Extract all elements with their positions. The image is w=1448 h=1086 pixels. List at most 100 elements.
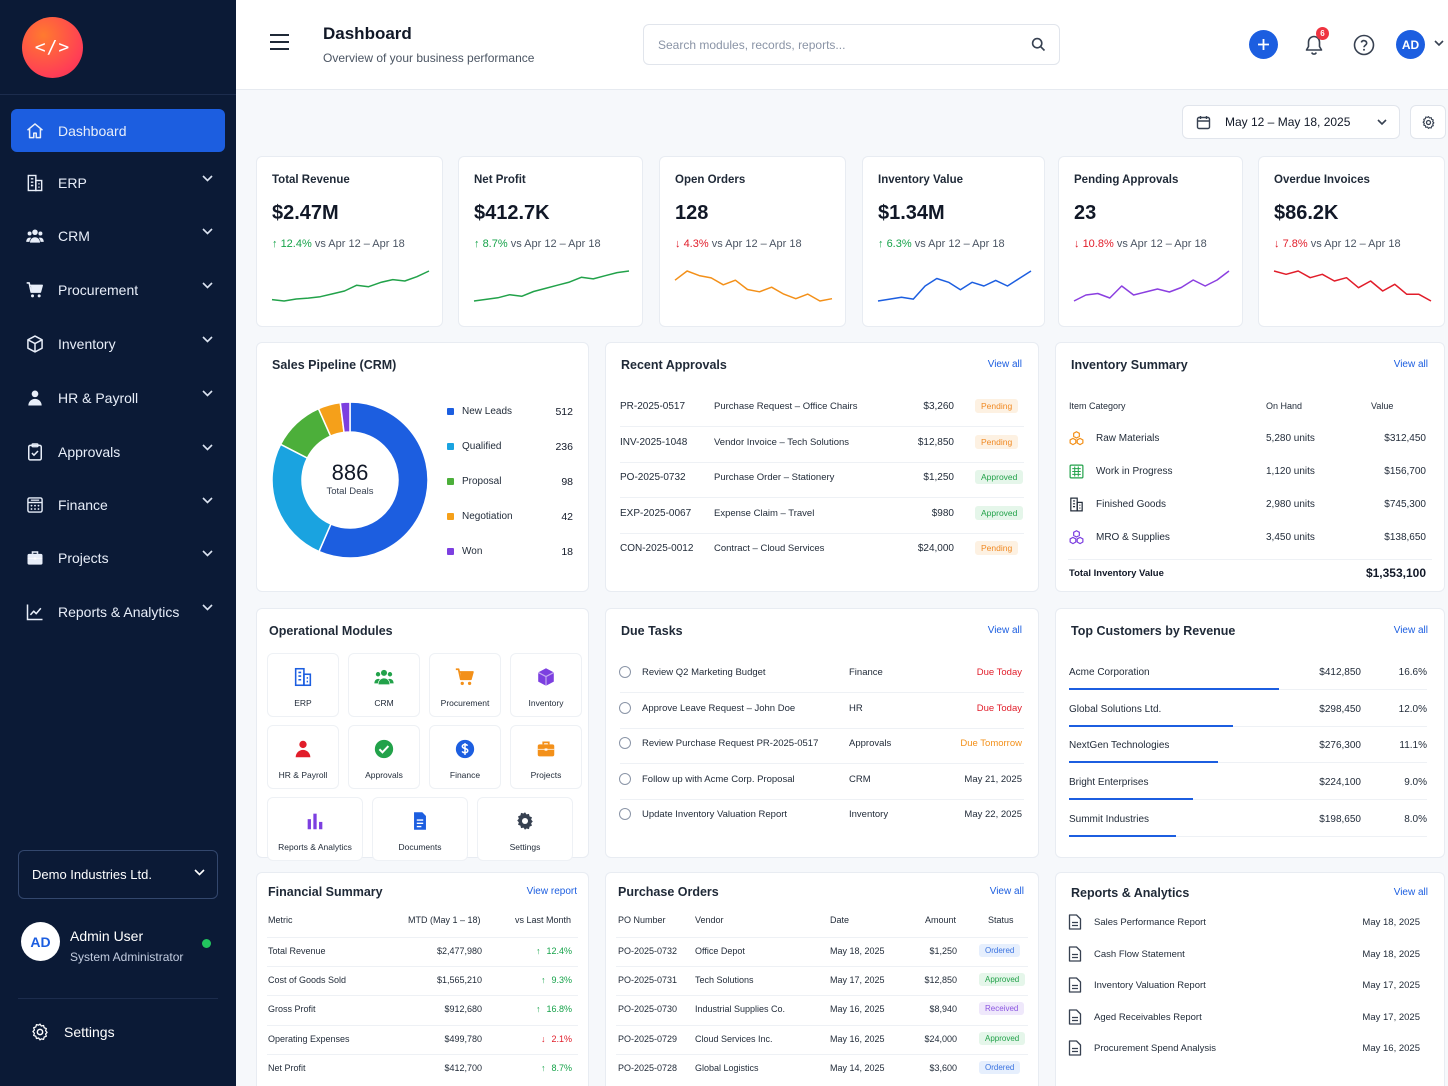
task-checkbox[interactable]	[619, 772, 631, 785]
donut-slice-won[interactable]	[339, 401, 351, 434]
task-row[interactable]: Follow up with Acme Corp. Proposal CRM M…	[606, 772, 1038, 794]
task-row[interactable]: Review Q2 Marketing Budget Finance Due T…	[606, 666, 1038, 687]
view-all-link[interactable]: View all	[987, 359, 1022, 370]
sidebar-item-dashboard[interactable]: Dashboard	[11, 109, 225, 152]
kpi-card[interactable]: Pending Approvals 23 ↓ 10.8% vs Apr 12 –…	[1058, 156, 1243, 327]
sidebar-item-label: Approvals	[58, 443, 121, 460]
view-report-link[interactable]: View report	[526, 886, 577, 897]
customer-row[interactable]: NextGen Technologies $276,300 11.1%	[1056, 740, 1444, 760]
nav-icon-wrap	[25, 173, 45, 193]
po-row[interactable]: PO-2025-0728 Global Logistics May 14, 20…	[606, 1060, 1038, 1079]
module-tile-documents[interactable]: Documents	[372, 797, 468, 861]
module-tile-reports-analytics[interactable]: Reports & Analytics	[267, 797, 363, 861]
module-tile-settings[interactable]: Settings	[477, 797, 573, 861]
task-checkbox[interactable]	[619, 701, 631, 714]
approval-row[interactable]: EXP-2025-0067 Expense Claim – Travel $98…	[606, 505, 1038, 528]
report-row[interactable]: Inventory Valuation Report May 17, 2025	[1056, 977, 1444, 998]
report-row[interactable]: Sales Performance Report May 18, 2025	[1056, 914, 1444, 935]
view-all-link[interactable]: View all	[1393, 625, 1428, 636]
date-range-picker[interactable]: May 12 – May 18, 2025	[1182, 105, 1400, 139]
document-icon	[1068, 945, 1082, 962]
task-row[interactable]: Update Inventory Valuation Report Invent…	[606, 808, 1038, 829]
sidebar-item-label: Projects	[58, 549, 109, 566]
view-all-link[interactable]: View all	[989, 886, 1024, 897]
chevron-down-icon[interactable]	[1434, 40, 1444, 47]
financial-row: Cost of Goods Sold $1,565,210 ↑ 9.3%	[257, 975, 588, 991]
view-all-link[interactable]: View all	[987, 625, 1022, 636]
kpi-card[interactable]: Open Orders 128 ↓ 4.3% vs Apr 12 – Apr 1…	[659, 156, 846, 327]
module-tile-procurement[interactable]: Procurement	[429, 653, 501, 717]
view-all-link[interactable]: View all	[1393, 359, 1428, 370]
task-row[interactable]: Review Purchase Request PR-2025-0517 App…	[606, 737, 1038, 758]
approval-row[interactable]: CON-2025-0012 Contract – Cloud Services …	[606, 541, 1038, 563]
po-number: PO-2025-0732	[618, 946, 678, 956]
po-row[interactable]: PO-2025-0729 Cloud Services Inc. May 16,…	[606, 1031, 1038, 1050]
inventory-row[interactable]: MRO & Supplies 3,450 units $138,650	[1056, 530, 1444, 552]
inventory-row[interactable]: Finished Goods 2,980 units $745,300	[1056, 497, 1444, 519]
kpi-card[interactable]: Total Revenue $2.47M ↑ 12.4% vs Apr 12 –…	[256, 156, 443, 327]
po-row[interactable]: PO-2025-0730 Industrial Supplies Co. May…	[606, 1002, 1038, 1020]
view-all-link[interactable]: View all	[1393, 887, 1428, 898]
po-date: May 18, 2025	[830, 946, 885, 956]
page-subtitle: Overview of your business performance	[323, 51, 535, 65]
app-logo[interactable]: </>	[22, 17, 83, 78]
approval-id: PO-2025-0732	[620, 472, 686, 484]
inventory-row[interactable]: Work in Progress 1,120 units $156,700	[1056, 464, 1444, 486]
help-icon[interactable]	[1353, 34, 1375, 56]
module-tile-projects[interactable]: Projects	[510, 725, 582, 789]
kpi-card[interactable]: Inventory Value $1.34M ↑ 6.3% vs Apr 12 …	[862, 156, 1045, 327]
total-inventory-label: Total Inventory Value	[1069, 568, 1164, 579]
dashboard-settings-button[interactable]	[1410, 105, 1446, 139]
module-tile-erp[interactable]: ERP	[267, 653, 339, 717]
report-row[interactable]: Procurement Spend Analysis May 16, 2025	[1056, 1040, 1444, 1061]
task-checkbox[interactable]	[619, 737, 631, 750]
divider	[267, 966, 578, 968]
sidebar-item-erp[interactable]: ERP	[11, 161, 225, 204]
customer-row[interactable]: Bright Enterprises $224,100 9.0%	[1056, 777, 1444, 797]
sidebar-item-finance[interactable]: Finance	[11, 483, 225, 526]
report-row[interactable]: Aged Receivables Report May 17, 2025	[1056, 1008, 1444, 1030]
approval-row[interactable]: PR-2025-0517 Purchase Request – Office C…	[606, 399, 1038, 421]
search-icon[interactable]	[1031, 37, 1046, 52]
approval-row[interactable]: PO-2025-0732 Purchase Order – Stationery…	[606, 470, 1038, 492]
module-tile-hr-payroll[interactable]: HR & Payroll	[267, 725, 339, 789]
report-date: May 18, 2025	[1362, 917, 1420, 928]
customer-row[interactable]: Acme Corporation $412,850 16.6%	[1056, 667, 1444, 687]
approval-row[interactable]: INV-2025-1048 Vendor Invoice – Tech Solu…	[606, 434, 1038, 457]
module-tile-crm[interactable]: CRM	[348, 653, 420, 717]
module-tile-approvals[interactable]: Approvals	[348, 725, 420, 789]
task-checkbox[interactable]	[619, 808, 631, 821]
customer-row[interactable]: Summit Industries $198,650 8.0%	[1056, 814, 1444, 834]
module-tile-finance[interactable]: Finance	[429, 725, 501, 789]
module-label: ERP	[294, 698, 312, 708]
sidebar-item-procurement[interactable]: Procurement	[11, 268, 225, 311]
po-date: May 16, 2025	[830, 1033, 885, 1044]
report-row[interactable]: Cash Flow Statement May 18, 2025	[1056, 945, 1444, 967]
sidebar-item-inventory[interactable]: Inventory	[11, 322, 225, 365]
sidebar-item-hr-payroll[interactable]: HR & Payroll	[11, 376, 225, 419]
col-header-mtd: MTD (May 1 – 18)	[408, 915, 481, 925]
add-new-button[interactable]	[1249, 30, 1278, 59]
task-checkbox[interactable]	[619, 666, 631, 678]
kpi-card[interactable]: Net Profit $412.7K ↑ 8.7% vs Apr 12 – Ap…	[458, 156, 643, 327]
module-tile-inventory[interactable]: Inventory	[510, 653, 582, 717]
hamburger-menu-icon[interactable]	[269, 33, 290, 51]
sidebar-item-approvals[interactable]: Approvals	[11, 430, 225, 473]
sidebar-settings-link[interactable]: Settings	[30, 1022, 115, 1042]
sidebar-item-reports-analytics[interactable]: Reports & Analytics	[11, 590, 225, 633]
po-row[interactable]: PO-2025-0731 Tech Solutions May 17, 2025…	[606, 973, 1038, 991]
company-selector[interactable]: Demo Industries Ltd.	[18, 850, 218, 899]
sidebar-item-projects[interactable]: Projects	[11, 536, 225, 579]
user-avatar-button[interactable]: AD	[1396, 30, 1425, 59]
donut-slice-new-leads[interactable]	[317, 401, 429, 559]
inventory-row[interactable]: Raw Materials 5,280 units $312,450	[1056, 431, 1444, 453]
kpi-card[interactable]: Overdue Invoices $86.2K ↓ 7.8% vs Apr 12…	[1258, 156, 1445, 327]
customer-row[interactable]: Global Solutions Ltd. $298,450 12.0%	[1056, 704, 1444, 724]
task-row[interactable]: Approve Leave Request – John Doe HR Due …	[606, 701, 1038, 723]
sidebar-item-crm[interactable]: CRM	[11, 214, 225, 257]
user-profile[interactable]: AD Admin User System Administrator	[21, 922, 211, 964]
module-label: Procurement	[440, 698, 490, 708]
legend-swatch	[447, 513, 454, 520]
po-row[interactable]: PO-2025-0732 Office Depot May 18, 2025 $…	[606, 944, 1038, 962]
global-search-input[interactable]: Search modules, records, reports...	[643, 24, 1060, 65]
